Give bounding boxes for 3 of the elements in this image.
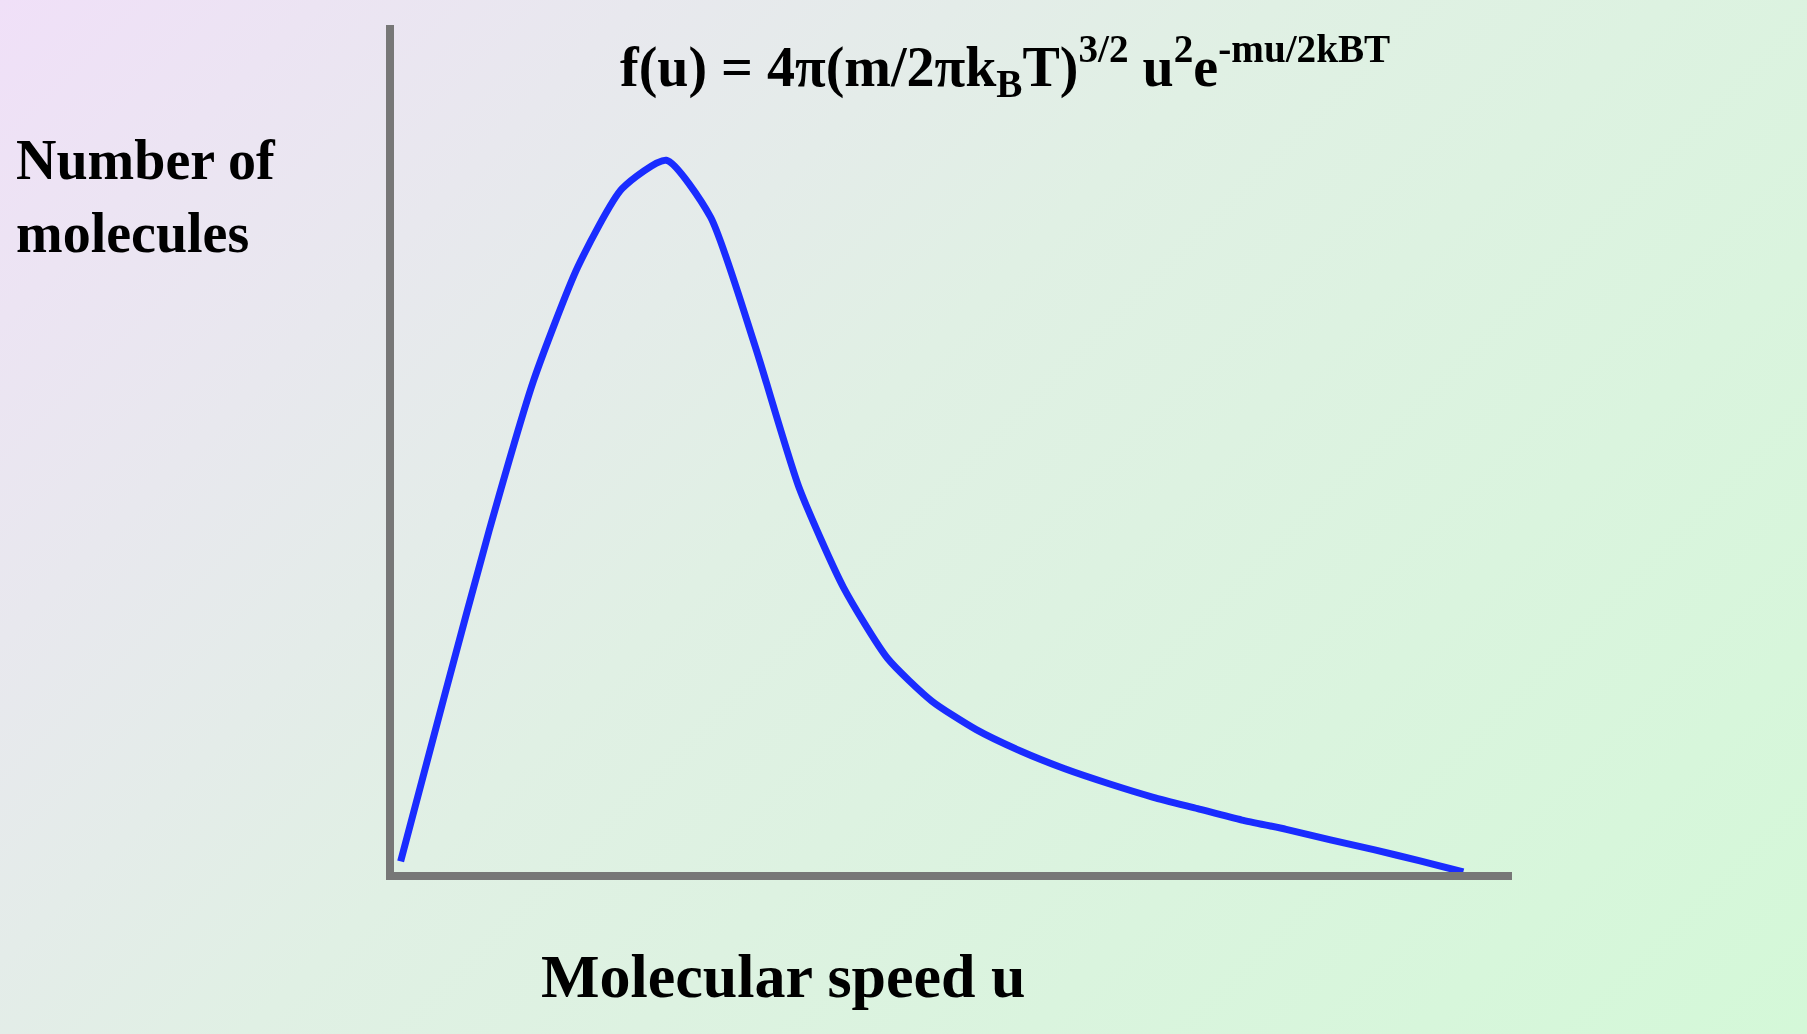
text: f(u) = 4π(m/2πk$_{B}$T)$^{3/2}$ u$^{2}$e$^{-mu/2kBT}$ — [620, 27, 1391, 106]
y-axis-title: Number of molecules — [16, 129, 277, 264]
x-axis-title: Molecular speed u — [541, 942, 1026, 1010]
